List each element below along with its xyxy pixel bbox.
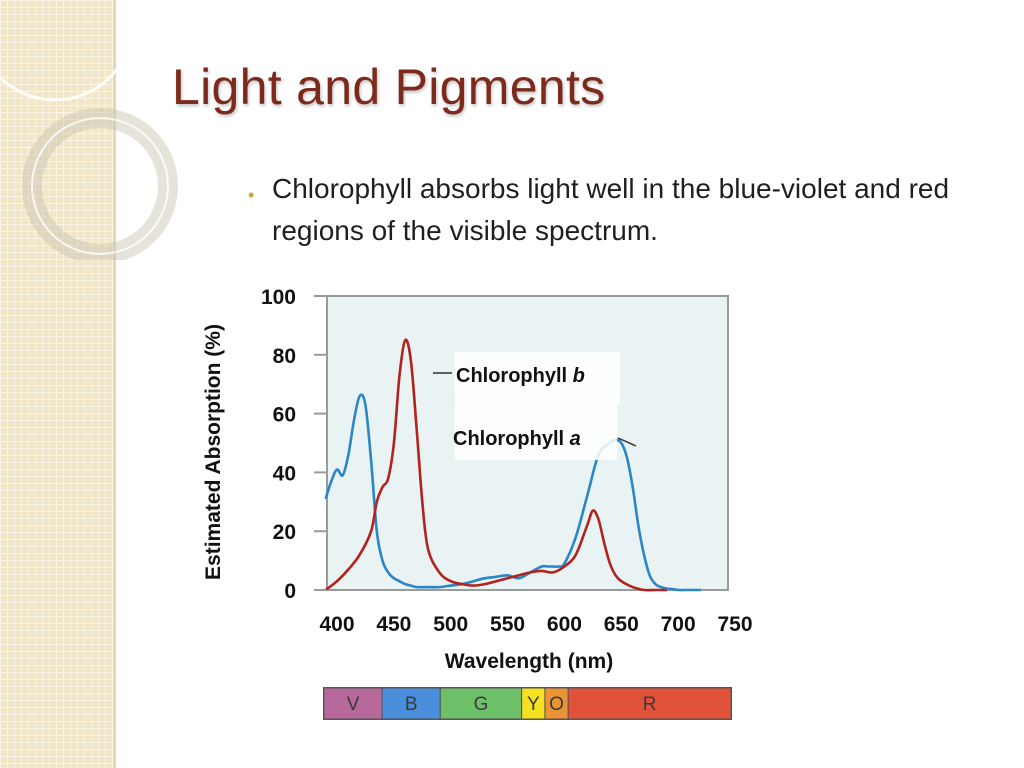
spectrum-band-label: O: [549, 694, 564, 715]
spectrum-band-label: G: [474, 694, 489, 715]
chlorophyll-a-label: Chlorophyll a: [453, 428, 581, 450]
y-tick-label: 80: [273, 345, 296, 368]
spectrum-band-r: [567, 687, 732, 720]
slide-title: Light and Pigments: [172, 59, 606, 115]
x-tick-label: 750: [717, 613, 752, 636]
y-axis-label: Estimated Absorption (%): [202, 324, 225, 580]
y-tick-label: 60: [273, 404, 296, 427]
x-axis-label: Wavelength (nm): [445, 650, 613, 673]
chlorophyll-a-line: [324, 393, 701, 592]
y-tick-label: 0: [284, 580, 296, 603]
bullet-text: Chlorophyll absorbs light well in the bl…: [272, 173, 950, 246]
x-tick-label: 600: [547, 613, 582, 636]
spectrum-band-label: Y: [527, 694, 540, 715]
y-tick-label: 40: [273, 462, 296, 485]
chlorophyll-a-label-bg: [455, 395, 617, 460]
x-tick-label: 400: [319, 613, 354, 636]
side-strip-edge: [113, 0, 116, 768]
spectrum-band-b: [381, 687, 441, 720]
decorative-circles: [0, 0, 178, 260]
x-tick-label: 550: [490, 613, 525, 636]
spectrum-band-label: V: [347, 694, 360, 715]
spectrum-band-g: [439, 687, 523, 720]
x-tick-label: 650: [604, 613, 639, 636]
spectrum-band-label: R: [643, 694, 657, 715]
spectrum-band-label: B: [405, 694, 418, 715]
y-tick-label: 20: [273, 521, 296, 544]
decorative-side-strip: [0, 0, 113, 768]
x-tick-label: 450: [376, 613, 411, 636]
bullet-icon: •: [248, 185, 255, 205]
y-tick-label: 100: [261, 286, 296, 309]
chlorophyll-b-line: [324, 338, 667, 592]
x-tick-label: 700: [661, 613, 696, 636]
chlorophyll-b-label: Chlorophyll b: [456, 365, 585, 387]
x-tick-label: 500: [433, 613, 468, 636]
chlorophyll-a-leader-line: [617, 437, 637, 447]
